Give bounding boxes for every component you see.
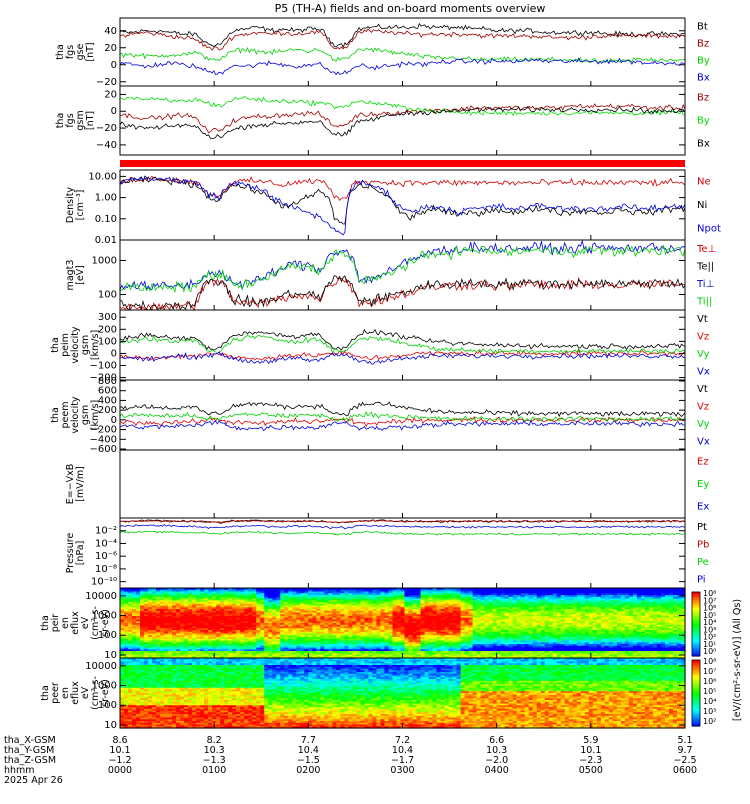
series-line-Vt xyxy=(120,402,685,416)
y-tick-label: 40 xyxy=(104,26,117,37)
legend-entry-Bt: Bt xyxy=(697,22,708,33)
legend-entry-By: By xyxy=(697,56,710,67)
y-tick-label: 0 xyxy=(111,348,117,359)
legend-entry-Vt: Vt xyxy=(697,384,708,395)
legend-entry-Vy: Vy xyxy=(697,349,710,360)
legend-entry-Bz: Bz xyxy=(697,39,709,50)
legend-entry-Pb: Pb xyxy=(697,539,709,550)
legend-entry-Bx: Bx xyxy=(697,73,710,84)
y-tick-label: −40 xyxy=(96,140,117,151)
y-tick-label: 20 xyxy=(104,43,117,54)
panel-frame xyxy=(120,170,685,240)
y-tick-label: 100 xyxy=(98,289,117,300)
y-tick-label: 20 xyxy=(104,89,117,100)
y-axis-label: [eV] xyxy=(75,265,86,285)
panel-frame xyxy=(120,380,685,450)
y-tick-label: 10⁻⁸ xyxy=(95,564,117,575)
y-tick-label: −100 xyxy=(90,361,117,372)
legend-entry-Vx: Vx xyxy=(697,366,710,377)
y-axis-label: [nT] xyxy=(85,111,96,130)
series-line-Pi xyxy=(120,525,685,529)
legend-entry-Ez: Ez xyxy=(697,456,709,467)
series-line-Bx xyxy=(120,58,685,74)
y-tick-label: −20 xyxy=(96,123,117,134)
series-line-By xyxy=(120,48,685,63)
y-tick-label: −600 xyxy=(90,444,117,455)
y-tick-label: 10⁻² xyxy=(95,526,117,537)
legend-entry-Ex: Ex xyxy=(697,502,709,513)
legend-entry-Te⊥: Te⊥ xyxy=(696,244,716,255)
y-axis-label: [nT] xyxy=(85,42,96,61)
y-axis-label: [nPa] xyxy=(75,541,86,566)
legend-entry-Npot: Npot xyxy=(697,223,721,234)
series-line-Pe xyxy=(120,531,685,535)
y-axis-label: [km/s] xyxy=(90,400,101,430)
series-line-Bz xyxy=(120,104,685,133)
legend-entry-Ey: Ey xyxy=(697,479,709,490)
y-axis-label: [mV/m] xyxy=(75,466,86,502)
y-tick-label: 0 xyxy=(111,106,117,117)
legend-entry-Te||: Te|| xyxy=(696,261,714,272)
y-tick-label: −20 xyxy=(96,77,117,88)
y-tick-label: 10⁻¹⁰ xyxy=(91,577,117,588)
y-tick-label: 0 xyxy=(111,60,117,71)
legend-entry-Ti||: Ti|| xyxy=(696,296,712,307)
legend-entry-Vz: Vz xyxy=(697,401,709,412)
y-tick-label: 10⁻⁶ xyxy=(95,551,117,562)
series-line-Ne xyxy=(120,176,685,200)
y-tick-label: 1000 xyxy=(92,255,117,266)
legend-entry-Pt: Pt xyxy=(697,522,707,533)
y-tick-label: 1.00 xyxy=(95,193,117,204)
legend-entry-Ne: Ne xyxy=(697,177,711,188)
series-line-Bz xyxy=(120,29,685,50)
series-line-Vx xyxy=(120,352,685,364)
legend-entry-Ni: Ni xyxy=(697,200,707,211)
plot-title: P5 (TH-A) fields and on-board moments ov… xyxy=(275,2,546,15)
y-axis-label: [cm⁻³] xyxy=(75,190,86,221)
y-axis-label: [km/s] xyxy=(90,330,101,360)
series-line-Vz xyxy=(120,350,685,360)
series-line-Vy xyxy=(120,335,685,354)
series-line-Bx xyxy=(120,107,685,139)
series-line-Ni xyxy=(120,176,685,224)
legend-entry-Vt: Vt xyxy=(697,314,708,325)
y-tick-label: 10⁻⁴ xyxy=(95,538,117,549)
legend-entry-Vy: Vy xyxy=(697,419,710,430)
legend-entry-Pe: Pe xyxy=(697,557,709,568)
legend-entry-Vx: Vx xyxy=(697,436,710,447)
y-tick-label: 10.00 xyxy=(88,171,117,182)
panel-frame xyxy=(120,450,685,518)
panel-frame xyxy=(120,18,685,86)
y-tick-label: 0.01 xyxy=(95,235,117,246)
panel-frame xyxy=(120,518,685,588)
legend-entry-Bz: Bz xyxy=(697,93,709,104)
legend-entry-Bx: Bx xyxy=(697,139,710,150)
panel-frame xyxy=(120,86,685,155)
y-tick-label: 0.10 xyxy=(95,214,117,225)
legend-entry-Vz: Vz xyxy=(697,331,709,342)
status-bar xyxy=(120,160,685,167)
panel-8: 10⁻²10⁻⁴10⁻⁶10⁻⁸10⁻¹⁰Pressure[nPa]PtPbPe… xyxy=(65,518,709,588)
legend-entry-Pi: Pi xyxy=(697,574,706,585)
series-line-Bt xyxy=(120,24,685,47)
y-tick-label: 300 xyxy=(98,312,117,323)
legend-entry-Ti⊥: Ti⊥ xyxy=(696,279,714,290)
legend-entry-By: By xyxy=(697,116,710,127)
